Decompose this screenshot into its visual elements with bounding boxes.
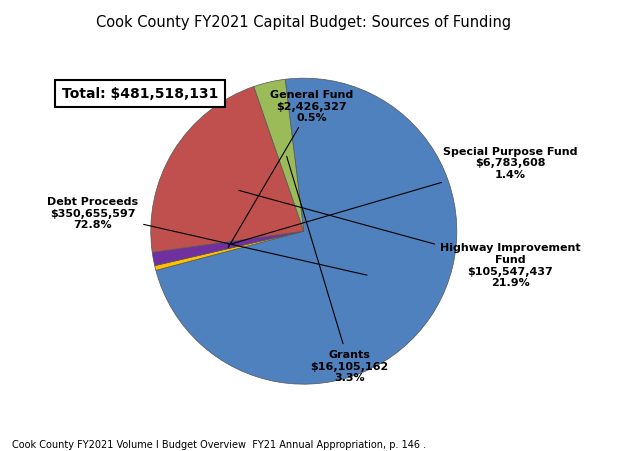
Text: Debt Proceeds
$350,655,597
72.8%: Debt Proceeds $350,655,597 72.8% (47, 197, 367, 276)
Text: Special Purpose Fund
$6,783,608
1.4%: Special Purpose Fund $6,783,608 1.4% (228, 147, 578, 245)
Wedge shape (155, 232, 304, 271)
Wedge shape (152, 232, 304, 266)
Text: Highway Improvement
Fund
$105,547,437
21.9%: Highway Improvement Fund $105,547,437 21… (238, 191, 581, 288)
Wedge shape (254, 80, 304, 232)
Wedge shape (151, 87, 304, 253)
Text: General Fund
$2,426,327
0.5%: General Fund $2,426,327 0.5% (228, 90, 353, 249)
Title: Cook County FY2021 Capital Budget: Sources of Funding: Cook County FY2021 Capital Budget: Sourc… (96, 15, 511, 30)
Text: Grants
$16,105,162
3.3%: Grants $16,105,162 3.3% (286, 157, 389, 382)
Text: Cook County FY2021 Volume I Budget Overview  FY21 Annual Appropriation, p. 146 .: Cook County FY2021 Volume I Budget Overv… (12, 439, 427, 449)
Text: Total: $481,518,131: Total: $481,518,131 (62, 87, 218, 101)
Wedge shape (156, 79, 457, 384)
